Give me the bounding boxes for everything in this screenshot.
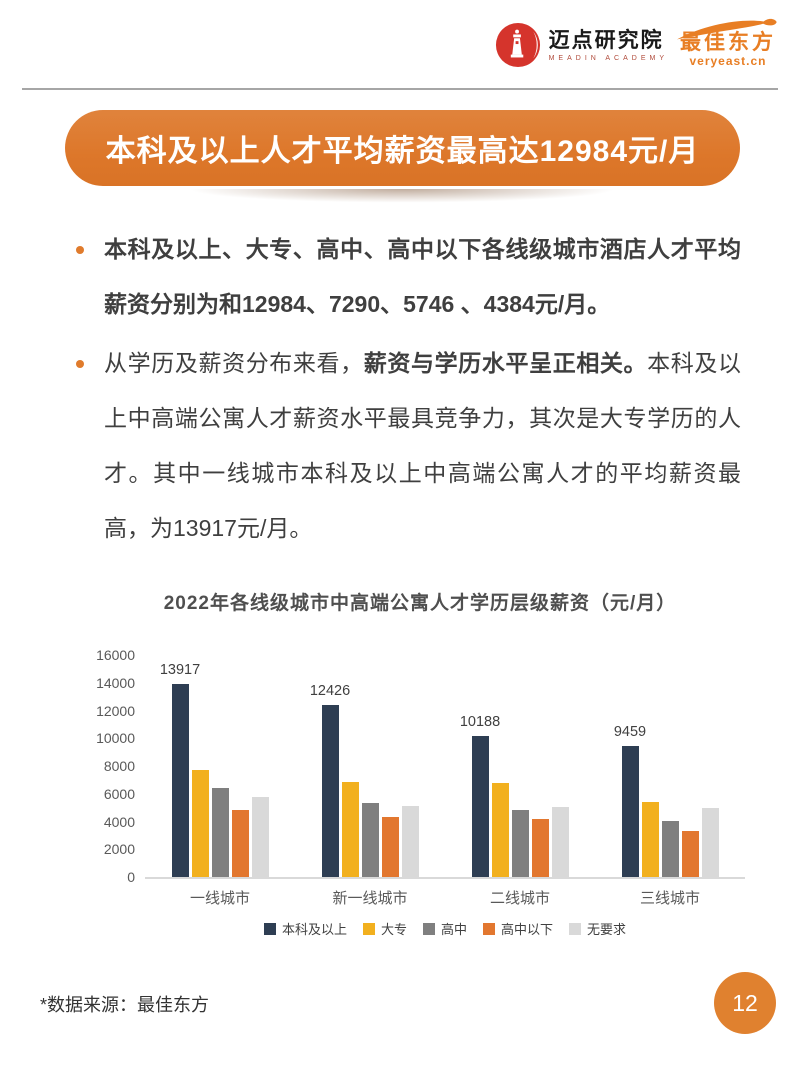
page-number-badge: 12 [714,972,776,1034]
y-tick-10000: 10000 [96,730,135,747]
bar-s4-c0 [251,797,269,877]
veryeast-swoosh-icon [677,18,777,40]
bar-s3-c0 [231,810,249,877]
y-tick-14000: 14000 [96,674,135,691]
bar-s0-c1: 12426 [310,683,350,877]
meadin-logo-subtitle: MEADIN ACADEMY [548,54,668,62]
legend-label: 本科及以上 [281,922,347,937]
bullet-text-1: 本科及以上、大专、高中、高中以下各线级城市酒店人才平均薪资分别为和12984、7… [104,236,741,317]
bar-s0-c0: 13917 [160,662,200,877]
legend-swatch-icon [569,922,582,935]
bar-s1-c0 [191,770,209,877]
bullet-2-segment-3: 本科及以上中高端公寓人才薪资水平最具竞争力，其次是大专学历的人才。其中一线城市本… [104,350,742,541]
legend-label: 无要求 [587,922,627,937]
bar-s0-c2: 10188 [460,714,500,877]
bar-s3-c3 [681,830,699,877]
meadin-logo-title: 迈点研究院 [548,28,664,52]
y-tick-4000: 4000 [103,813,135,830]
legend-label: 高中以下 [501,922,554,937]
bar-value-label: 12426 [309,682,351,699]
bar-s2-c0 [211,788,229,877]
bullet-item-1: 本科及以上、大专、高中、高中以下各线级城市酒店人才平均薪资分别为和12984、7… [76,222,741,332]
legend-swatch-icon [483,922,495,935]
veryeast-logo: 最佳东方 veryeast.cn [677,18,777,68]
chart-legend: 本科及以上 大专 高中 高中以下 无要求 [145,919,745,938]
banner-reflection [90,189,715,209]
y-tick-8000: 8000 [103,758,135,774]
chart-plot: 13917 12426 10188 9459 [145,655,745,879]
bar-s3-c2 [531,818,549,877]
legend-swatch-icon [422,922,435,935]
bullet-item-2: 从学历及薪资分布来看，薪资与学历水平呈正相关。本科及以上中高端公寓人才薪资水平最… [76,336,741,556]
header-divider [22,88,778,90]
legend-swatch-icon [263,922,276,935]
bar-group-1: 12426 [295,655,445,877]
bar-s2-c1 [361,802,379,877]
legend-item-4: 无要求 [569,919,626,938]
y-tick-2000: 2000 [103,841,135,858]
chart-x-axis: 一线城市 新一线城市 二线城市 三线城市 [145,887,745,908]
x-category-2: 二线城市 [489,890,550,907]
x-category-3: 三线城市 [639,890,700,907]
legend-swatch-icon [362,922,375,935]
header: 迈点研究院 MEADIN ACADEMY 最佳东方 veryeast.cn [495,18,777,68]
bar-s2-c3 [661,820,679,877]
bar-s3-c1 [381,817,399,877]
bar-s2-c2 [511,810,529,877]
x-category-0: 一线城市 [189,890,250,907]
legend-item-0: 本科及以上 [263,919,347,938]
bar-group-0: 13917 [145,655,295,877]
page-title: 本科及以上人才平均薪资最高达12984元/月 [105,135,700,168]
bar-s0-c3: 9459 [614,724,646,877]
bar-s4-c2 [551,806,569,877]
y-tick-6000: 6000 [103,785,135,802]
salary-bar-chart: 16000 14000 12000 10000 8000 6000 4000 2000 0 13… [85,647,775,955]
legend-item-2: 高中 [422,919,467,938]
bullet-text-2: 从学历及薪资分布来看，薪资与学历水平呈正相关。本科及以上中高端公寓人才薪资水平最… [104,336,741,556]
legend-item-3: 高中以下 [483,919,553,938]
data-source-note: *数据来源：最佳东方 [40,995,210,1015]
title-banner: 本科及以上人才平均薪资最高达12984元/月 [65,110,740,186]
bar-s1-c2 [491,783,509,877]
chart-title: 2022年各线级城市中高端公寓人才学历层级薪资（元/月） [163,593,677,614]
legend-label: 大专 [380,922,407,937]
bar-value-label: 9459 [613,723,647,740]
bar-s4-c1 [401,806,419,877]
bar-s1-c1 [341,782,359,877]
bar-group-2: 10188 [445,655,595,877]
bar-s4-c3 [701,807,719,877]
meadin-logo: 迈点研究院 MEADIN ACADEMY [495,22,668,68]
y-tick-0: 0 [127,869,135,885]
page-number: 12 [732,989,758,1016]
legend-label: 高中 [440,922,467,937]
bullet-2-segment-2: 薪资与学历水平呈正相关。 [363,350,648,376]
bar-s1-c3 [641,802,659,877]
bar-value-label: 13917 [159,661,201,678]
meadin-logo-text: 迈点研究院 MEADIN ACADEMY [549,29,668,62]
bar-group-3: 9459 [595,655,745,877]
chart-y-axis: 16000 14000 12000 10000 8000 6000 4000 2000 0 [85,647,135,885]
meadin-lighthouse-icon [495,22,540,68]
bar-value-label: 10188 [459,713,501,730]
y-tick-12000: 12000 [96,702,135,719]
veryeast-logo-subtitle: veryeast.cn [689,54,767,68]
legend-item-1: 大专 [362,919,407,938]
bullet-2-segment-1: 从学历及薪资分布来看， [104,350,364,376]
bullet-dot-icon [76,360,84,368]
bullet-dot-icon [76,246,84,254]
bullet-list: 本科及以上、大专、高中、高中以下各线级城市酒店人才平均薪资分别为和12984、7… [76,222,741,560]
x-category-1: 新一线城市 [332,890,408,907]
veryeast-logo-title: 最佳东方 [680,31,776,54]
y-tick-16000: 16000 [96,647,135,663]
